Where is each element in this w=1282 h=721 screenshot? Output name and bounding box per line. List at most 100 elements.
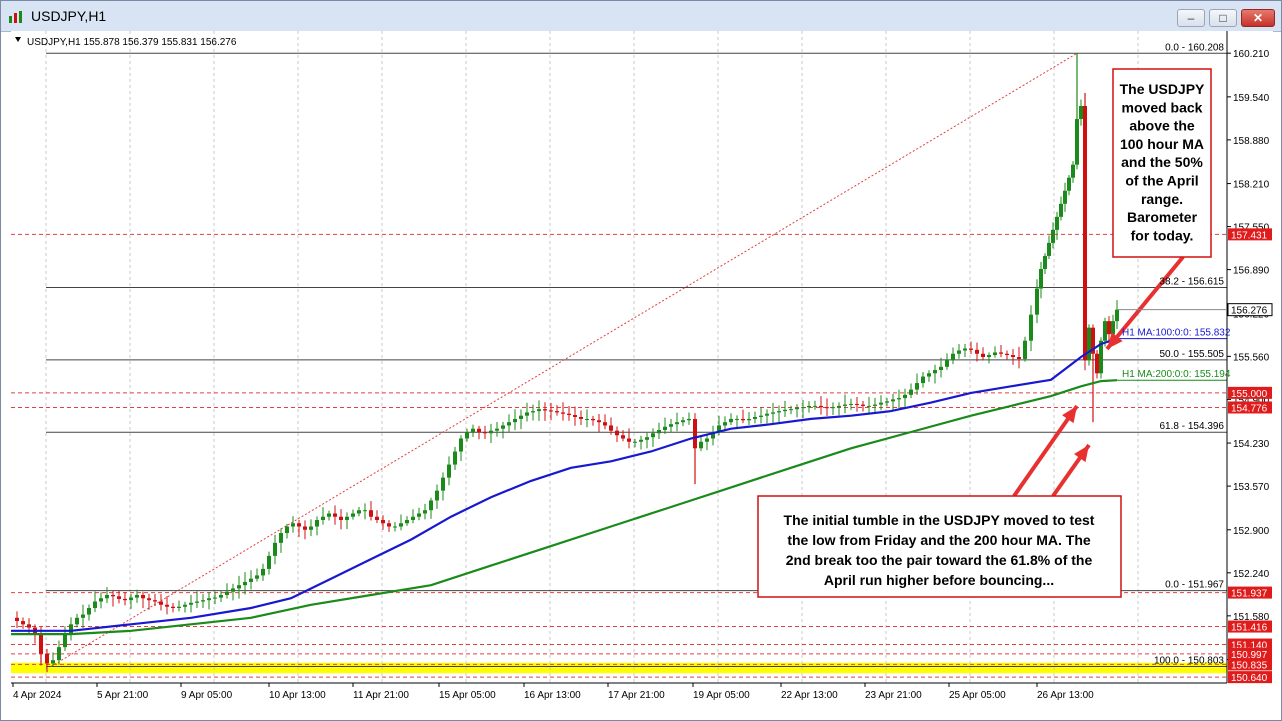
candle [189, 594, 193, 613]
annotation-top-line: above the [1129, 118, 1195, 134]
candle [57, 640, 61, 665]
candle [783, 400, 787, 417]
price-tag: 151.937 [1228, 586, 1272, 600]
candle [453, 446, 457, 471]
candle [789, 405, 793, 415]
maximize-button[interactable]: □ [1209, 9, 1237, 27]
candle [831, 402, 835, 416]
annotation-top-line: of the April [1125, 173, 1198, 189]
candle [15, 611, 19, 629]
candle [855, 396, 859, 412]
collapse-icon[interactable] [15, 37, 21, 42]
candle [951, 347, 955, 365]
candle [957, 344, 961, 359]
maximize-icon: □ [1219, 11, 1227, 25]
candle [273, 534, 277, 565]
candle [1087, 324, 1091, 366]
candle [981, 347, 985, 361]
annotation-top-line: range. [1141, 191, 1183, 207]
ma100-label: H1 MA:100:0:0: 155.832 [1122, 328, 1231, 339]
candle [45, 648, 49, 673]
candle [87, 604, 91, 621]
price-tick-label: 151.580 [1233, 612, 1270, 623]
candle [321, 507, 325, 525]
time-tick-label: 4 Apr 2024 [13, 690, 62, 701]
annotation-bottom-line: The initial tumble in the USDJPY moved t… [784, 512, 1095, 528]
candle [459, 435, 463, 462]
candle [567, 406, 571, 421]
minimize-button[interactable]: – [1177, 9, 1205, 27]
price-tag: 150.997 [1228, 647, 1272, 661]
candle [519, 409, 523, 430]
time-tick-label: 15 Apr 05:00 [439, 690, 496, 701]
candle [645, 432, 649, 449]
candle [1071, 161, 1075, 183]
fib-label: 50.0 - 155.505 [1160, 349, 1225, 360]
candle [51, 652, 55, 667]
candle [1095, 349, 1099, 379]
candle [375, 510, 379, 524]
candle [315, 516, 319, 536]
price-tag: 154.776 [1228, 401, 1272, 414]
price-tag: 155.000 [1228, 386, 1272, 400]
candle [1039, 261, 1043, 299]
candle [105, 587, 109, 604]
candle [1067, 174, 1071, 196]
candle [489, 423, 493, 443]
price-tag: 150.640 [1228, 671, 1272, 684]
candle [465, 428, 469, 442]
annotation-top: The USDJPY moved back above the 100 hour MA… [1112, 68, 1212, 258]
price-tick-label: 160.210 [1233, 49, 1270, 60]
candle [753, 411, 757, 424]
candle [117, 590, 121, 604]
candle [213, 591, 217, 605]
candle [177, 600, 181, 612]
candle [621, 430, 625, 442]
candle [873, 397, 877, 413]
ma100-line [11, 337, 1118, 632]
candle [663, 417, 667, 435]
candle [255, 568, 259, 582]
candle [759, 407, 763, 424]
candle [939, 357, 943, 378]
price-tag: 151.416 [1228, 620, 1272, 634]
candle [549, 402, 553, 421]
fib-label: 0.0 - 160.208 [1165, 42, 1224, 53]
candle [243, 572, 247, 595]
candle [267, 551, 271, 575]
candle [249, 570, 253, 590]
candle [801, 399, 805, 419]
candle [225, 583, 229, 599]
candle [1079, 99, 1083, 126]
svg-text:151.416: 151.416 [1231, 623, 1268, 634]
candle [1059, 196, 1063, 221]
chart-icon [9, 11, 22, 23]
candle [735, 415, 739, 428]
candle [1005, 350, 1009, 361]
price-chart[interactable]: 160.210 159.540 158.880 158.210 157.550 156.8… [11, 31, 1273, 720]
price-tag: 157.431 [1228, 228, 1272, 241]
candle [1035, 279, 1039, 324]
candle [21, 617, 25, 629]
candle [927, 370, 931, 382]
candle [357, 506, 361, 517]
candle [93, 591, 97, 613]
candle [381, 515, 385, 530]
close-button[interactable]: ✕ [1241, 9, 1275, 27]
arrow-to-ma100 [1105, 255, 1185, 351]
candle [771, 402, 775, 424]
price-tick-label: 154.230 [1233, 439, 1270, 450]
candle [687, 412, 691, 425]
candle [705, 435, 709, 451]
svg-text:154.776: 154.776 [1231, 403, 1268, 414]
price-tick-label: 152.900 [1233, 526, 1270, 537]
candle [729, 413, 733, 426]
candle [309, 519, 313, 537]
title-bar[interactable]: USDJPY,H1 – □ ✕ [1, 1, 1281, 32]
candle [483, 425, 487, 439]
candle [507, 414, 511, 432]
time-tick-label: 11 Apr 21:00 [353, 690, 409, 701]
candle [615, 426, 619, 442]
candle [531, 404, 535, 421]
